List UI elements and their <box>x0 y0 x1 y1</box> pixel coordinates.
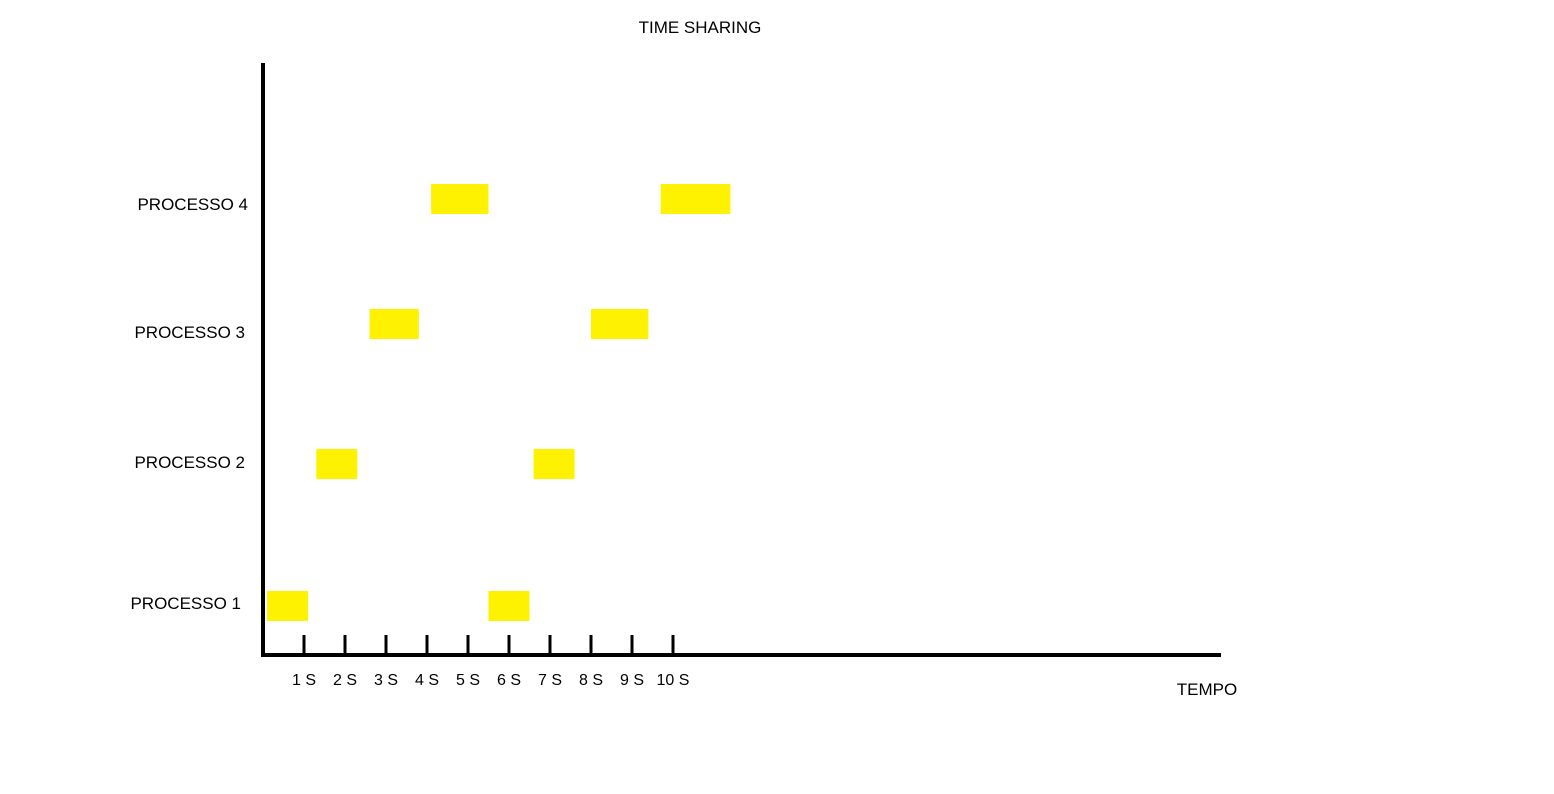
x-tick-label-4: 4 S <box>415 672 439 689</box>
x-tick-label-2: 2 S <box>333 672 357 689</box>
y-label-processo-2: PROCESSO 2 <box>134 453 245 472</box>
bar-processo-2-segment-3 <box>316 449 358 479</box>
bar-processo-4-segment-8 <box>660 184 731 214</box>
x-tick-label-5: 5 S <box>456 672 480 689</box>
y-category-labels: PROCESSO 1 PROCESSO 2 PROCESSO 3 PROCESS… <box>130 195 248 613</box>
y-label-processo-4: PROCESSO 4 <box>137 195 248 214</box>
process-bars <box>267 184 731 621</box>
x-tick-labels: 1 S 2 S 3 S 4 S 5 S 6 S 7 S 8 S 9 S 10 S <box>292 672 689 689</box>
x-tick-label-9: 9 S <box>620 672 644 689</box>
bar-processo-1-segment-1 <box>267 591 309 621</box>
y-label-processo-1: PROCESSO 1 <box>130 594 241 613</box>
x-tick-label-1: 1 S <box>292 672 316 689</box>
bar-processo-4-segment-7 <box>431 184 489 214</box>
bar-processo-1-segment-2 <box>488 591 530 621</box>
x-axis-label: TEMPO <box>1177 680 1237 699</box>
x-tick-label-8: 8 S <box>579 672 603 689</box>
x-tick-label-10: 10 S <box>657 672 690 689</box>
x-tick-label-7: 7 S <box>538 672 562 689</box>
bar-processo-2-segment-4 <box>533 449 575 479</box>
x-tick-label-6: 6 S <box>497 672 521 689</box>
chart-title: TIME SHARING <box>639 18 762 37</box>
y-label-processo-3: PROCESSO 3 <box>134 323 245 342</box>
bar-processo-3-segment-5 <box>369 309 419 339</box>
x-tick-label-3: 3 S <box>374 672 398 689</box>
x-ticks <box>302 635 675 655</box>
bar-processo-3-segment-6 <box>591 309 649 339</box>
